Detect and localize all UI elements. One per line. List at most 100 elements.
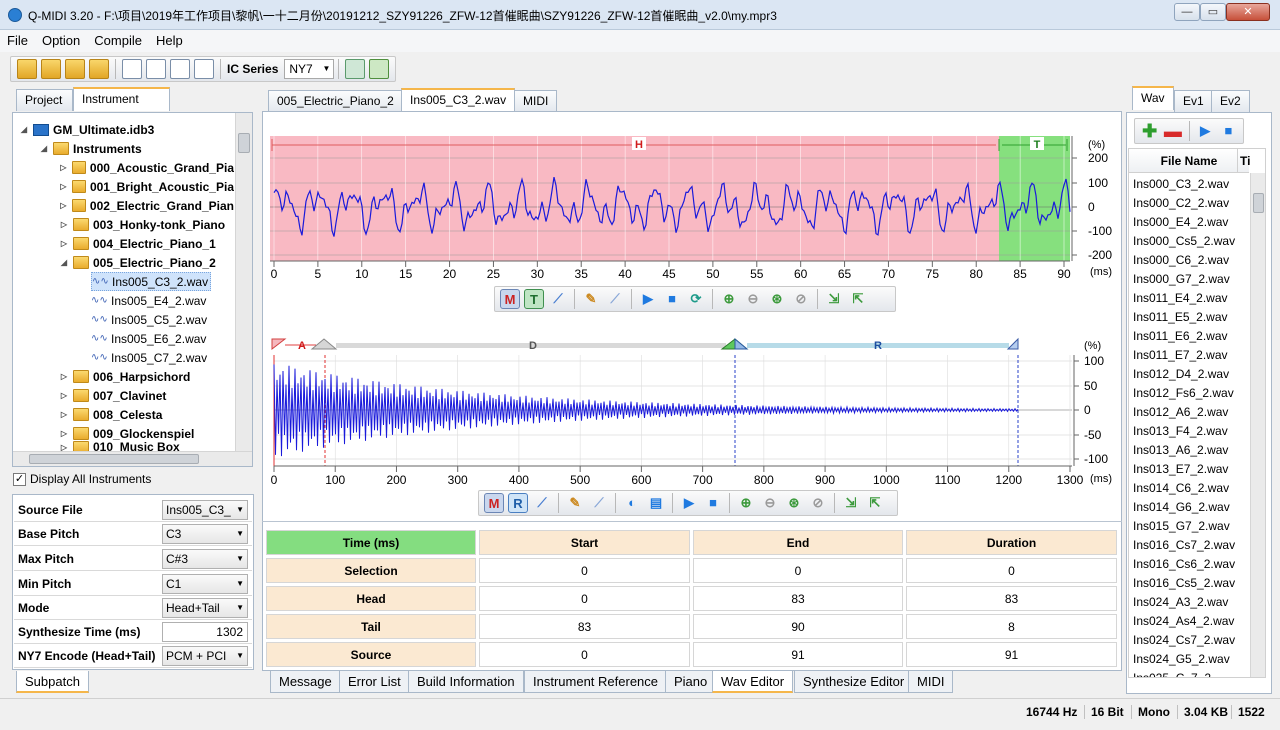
remove-icon[interactable]: ▬ [1163,121,1182,141]
tab-ev2[interactable]: Ev2 [1211,90,1250,112]
prop-synth-time-input[interactable]: 1302 [162,621,248,642]
wav-list-item[interactable]: Ins013_A6_2.wav [1133,443,1229,457]
tab-subpatch[interactable]: Subpatch [16,671,89,693]
pencil-icon[interactable]: ⟋ [553,291,563,306]
col-ti[interactable]: Ti [1237,149,1251,173]
save-folder-icon[interactable] [65,59,85,79]
pencil-icon[interactable]: ⟋ [537,495,547,510]
tab-message[interactable]: Message [270,671,341,693]
tab-piano[interactable]: Piano [665,671,717,693]
prop-source-file-select[interactable]: Ins005_C3_ ▼ [162,499,248,520]
prop-mode-select[interactable]: Head+Tail ▼ [162,597,248,618]
scroll-thumb[interactable] [29,454,199,464]
new-project-icon[interactable] [17,59,37,79]
wav-list-item[interactable]: Ins016_Cs6_2.wav [1133,557,1236,571]
wav-list-item[interactable]: Ins024_Cs7_2.wav [1133,633,1236,647]
tree-item[interactable]: ◢ 005_Electric_Piano_2 [59,253,234,272]
time-cell[interactable]: 0 [906,558,1117,583]
close-button[interactable]: ✕ [1226,3,1270,21]
time-cell[interactable]: 83 [693,586,903,611]
wav-list-item[interactable]: Ins024_As4_2.wav [1133,614,1235,628]
tab-midi[interactable]: MIDI [908,671,954,693]
tab-build-information[interactable]: Build Information [408,671,524,693]
wav-list-item[interactable]: Ins011_E6_2.wav [1133,329,1228,343]
document-icon[interactable] [122,59,142,79]
menu-option[interactable]: Option [41,33,81,48]
play-icon[interactable]: ▶ [1200,123,1211,138]
wav-list-item[interactable]: Ins024_A3_2.wav [1133,595,1229,609]
sync-icon[interactable] [345,59,366,79]
import-icon[interactable]: ⇲ [845,495,857,510]
scroll-thumb[interactable] [1253,193,1264,213]
wav-list-item[interactable]: Ins015_G7_2.wav [1133,519,1230,533]
time-cell[interactable]: 83 [906,586,1117,611]
stop-icon[interactable]: ■ [709,495,717,510]
loop-icon[interactable]: ⟳ [690,291,702,306]
wav-list-item[interactable]: Ins011_E7_2.wav [1133,348,1228,362]
wav-list-item[interactable]: Ins012_Fs6_2.wav [1133,386,1234,400]
tree-hscroll[interactable] [13,451,252,466]
tree-item[interactable]: ▷ 004_Electric_Piano_1 [59,234,234,253]
wav-list-item[interactable]: Ins011_E5_2.wav [1133,310,1228,324]
add-icon[interactable]: ✚ [1142,121,1158,141]
tab-wav[interactable]: Wav [1132,86,1174,110]
wav-list-item[interactable]: Ins000_C3_2.wav [1133,177,1230,191]
marker-mode-icon[interactable]: M [484,493,504,513]
col-file-name[interactable]: File Name [1129,149,1249,173]
text-mode-icon[interactable]: T [524,289,544,309]
stop-icon[interactable]: ■ [1224,123,1233,138]
zoom-fit-icon[interactable]: ⊛ [788,495,800,510]
ic-series-select[interactable]: NY7 ▼ [284,59,335,79]
tree-item[interactable]: ▷ 006_Harpsichord [59,367,190,386]
import-icon[interactable]: ⇲ [828,291,840,306]
wav-list-item[interactable]: Ins011_E4_2.wav [1133,291,1228,305]
time-cell[interactable]: 0 [479,586,690,611]
zoom-out-icon[interactable]: ⊖ [764,495,776,510]
play-icon[interactable]: ▶ [684,495,694,510]
wav-list-item[interactable]: Ins016_Cs7_2.wav [1133,538,1236,552]
wav-list-item[interactable]: Ins024_G5_2.wav [1133,652,1230,666]
stop-icon[interactable]: ■ [668,291,676,306]
export-icon[interactable]: ⇱ [852,291,864,306]
time-cell[interactable]: 0 [479,642,690,667]
tree-instruments[interactable]: ◢ Instruments [39,139,142,158]
wav-list-item[interactable]: Ins012_A6_2.wav [1133,405,1229,419]
tree-wav[interactable]: ∿∿ Ins005_C7_2.wav [91,348,207,367]
menu-help[interactable]: Help [155,33,183,48]
tree-wav[interactable]: ∿∿ Ins005_E4_2.wav [91,291,206,310]
play-icon[interactable]: ▶ [643,291,653,306]
display-all-checkbox[interactable]: ✓ [13,472,26,486]
tab-synthesize-editor[interactable]: Synthesize Editor [794,671,914,693]
wav-list-item[interactable]: Ins014_C6_2.wav [1133,481,1230,495]
tab-instrument[interactable]: Instrument [73,87,170,111]
wav-list-item[interactable]: Ins000_C6_2.wav [1133,253,1230,267]
maximize-button[interactable]: ▭ [1200,3,1226,21]
tab-wav-file[interactable]: Ins005_C3_2.wav [401,88,516,112]
range-mode-icon[interactable]: R [508,493,528,513]
tree-vscroll[interactable] [235,113,252,451]
tree-item[interactable]: ▷ 007_Clavinet [59,386,166,405]
prop-encode-select[interactable]: PCM + PCI ▼ [162,645,248,666]
edit-wave-icon[interactable]: ✎ [569,495,581,510]
zoom-in-icon[interactable]: ⊕ [723,291,735,306]
wav-list-item[interactable]: Ins000_C2_2.wav [1133,196,1230,210]
tree-wav[interactable]: ∿∿ Ins005_C5_2.wav [91,310,207,329]
wav-list-item[interactable]: Ins013_E7_2.wav [1133,462,1229,476]
scroll-thumb[interactable] [238,133,250,153]
time-cell[interactable]: 83 [479,614,690,639]
wav-list-item[interactable]: Ins014_G6_2.wav [1133,500,1230,514]
tree-item[interactable]: ▷ 001_Bright_Acoustic_Pia [59,177,234,196]
tab-project[interactable]: Project [16,89,73,111]
prop-min-pitch-select[interactable]: C1 ▼ [162,573,248,594]
wave1-chart[interactable]: H T (%) 200 100 0 -100 -200 0 5 10 15 20 25 30 35 40… [266,118,1116,286]
wav-list-item[interactable]: Ins000_G7_2.wav [1133,272,1230,286]
tab-midi-doc[interactable]: MIDI [514,90,558,112]
tree-item[interactable]: ▷ 000_Acoustic_Grand_Pia [59,158,234,177]
download-icon[interactable] [369,59,390,79]
tree-item[interactable]: ▷ 009_Glockenspiel [59,424,194,443]
time-cell[interactable]: 90 [693,614,903,639]
marker-mode-icon[interactable]: M [500,289,520,309]
wav-list-vscroll[interactable] [1250,173,1265,677]
zoom-selection-icon[interactable]: ⊘ [795,291,807,306]
